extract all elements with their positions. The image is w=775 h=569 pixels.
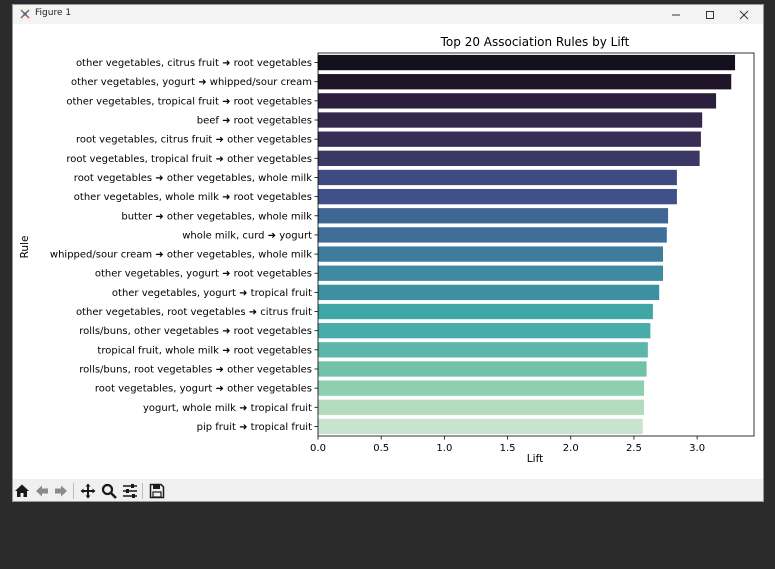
bar <box>318 303 653 320</box>
x-tick-label: 3.0 <box>689 443 705 454</box>
forward-button[interactable] <box>52 482 70 500</box>
bar <box>318 246 664 262</box>
x-ticks: 0.0 0.5 1.0 1.5 2.0 2.5 3.0 <box>310 436 705 454</box>
matplotlib-app-icon <box>20 9 30 19</box>
y-tick-label: other vegetables, root vegetables ➜ citr… <box>76 307 312 318</box>
maximize-button[interactable] <box>693 5 727 24</box>
maximize-icon <box>706 10 714 19</box>
bar <box>318 418 643 435</box>
back-arrow-icon <box>36 485 48 497</box>
y-tick-labels: other vegetables, citrus fruit ➜ root ve… <box>50 58 318 433</box>
minimize-button[interactable] <box>659 5 693 24</box>
y-tick-label: other vegetables, yogurt ➜ tropical frui… <box>112 288 312 299</box>
window-title: Figure 1 <box>35 8 72 18</box>
title-bar[interactable]: Figure 1 <box>13 5 763 24</box>
home-button[interactable] <box>13 482 31 500</box>
y-tick-label: tropical fruit, whole milk ➜ root vegeta… <box>97 345 312 356</box>
y-tick-label: other vegetables, citrus fruit ➜ root ve… <box>76 58 312 69</box>
y-tick-label: other vegetables, yogurt ➜ root vegetabl… <box>95 269 312 280</box>
bar <box>318 323 651 339</box>
bar-chart: Top 20 Association Rules by Lift other v… <box>19 35 755 465</box>
save-icon <box>149 483 165 499</box>
x-axis-label: Lift <box>527 453 543 465</box>
bar <box>318 150 700 166</box>
x-tick-label: 2.0 <box>563 443 579 454</box>
x-tick-label: 1.5 <box>500 443 516 454</box>
bar <box>318 380 645 396</box>
bar <box>318 112 703 128</box>
bar <box>318 169 677 186</box>
toolbar-separator <box>142 483 143 499</box>
close-icon <box>739 10 749 19</box>
close-button[interactable] <box>727 5 761 24</box>
x-tick-label: 0.0 <box>310 443 326 454</box>
forward-arrow-icon <box>55 485 67 497</box>
x-tick-label: 0.5 <box>373 443 389 454</box>
y-tick-label: root vegetables, yogurt ➜ other vegetabl… <box>95 384 312 395</box>
bar <box>318 399 645 415</box>
zoom-icon <box>101 483 117 499</box>
navigation-toolbar <box>13 479 763 501</box>
configure-subplots-button[interactable] <box>121 482 139 500</box>
x-tick-label: 2.5 <box>626 443 642 454</box>
plot-canvas[interactable]: Top 20 Association Rules by Lift other v… <box>13 24 763 479</box>
y-tick-label: other vegetables, yogurt ➜ whipped/sour … <box>71 77 312 88</box>
back-button[interactable] <box>33 482 51 500</box>
bar <box>318 342 648 358</box>
y-tick-label: root vegetables, tropical fruit ➜ other … <box>66 154 312 165</box>
zoom-button[interactable] <box>100 482 118 500</box>
bar <box>318 93 717 109</box>
bar <box>318 54 736 71</box>
y-tick-label: butter ➜ other vegetables, whole milk <box>121 211 312 222</box>
y-tick-label: other vegetables, whole milk ➜ root vege… <box>74 192 312 203</box>
home-icon <box>15 484 29 497</box>
bar <box>318 227 667 243</box>
bar <box>318 131 701 147</box>
pan-icon <box>80 483 96 499</box>
bar <box>318 284 660 301</box>
bar <box>318 188 677 205</box>
chart-title: Top 20 Association Rules by Lift <box>440 35 630 49</box>
y-tick-label: root vegetables, citrus fruit ➜ other ve… <box>76 135 312 146</box>
bars-group <box>318 54 736 435</box>
y-axis-label: Rule <box>19 236 31 259</box>
y-tick-label: rolls/buns, root vegetables ➜ other vege… <box>79 364 312 375</box>
minimize-icon <box>672 14 680 15</box>
pan-button[interactable] <box>79 482 97 500</box>
bar <box>318 361 647 377</box>
y-tick-label: beef ➜ root vegetables <box>197 116 312 127</box>
configure-subplots-icon <box>123 484 137 498</box>
save-button[interactable] <box>148 482 166 500</box>
y-tick-label: yogurt, whole milk ➜ tropical fruit <box>143 403 312 414</box>
axes-frame <box>317 52 755 437</box>
x-tick-label: 1.0 <box>436 443 452 454</box>
figure-window: Figure 1 Top 20 Association Rules by Lif… <box>12 4 764 502</box>
y-tick-label: rolls/buns, other vegetables ➜ root vege… <box>79 326 312 337</box>
bar <box>318 265 664 281</box>
y-tick-label: whole milk, curd ➜ yogurt <box>182 230 312 241</box>
y-tick-label: whipped/sour cream ➜ other vegetables, w… <box>50 250 312 261</box>
bar <box>318 208 669 224</box>
toolbar-separator <box>73 483 74 499</box>
bar <box>318 74 732 90</box>
y-tick-label: root vegetables ➜ other vegetables, whol… <box>74 173 312 184</box>
y-tick-label: pip fruit ➜ tropical fruit <box>197 422 312 433</box>
y-tick-label: other vegetables, tropical fruit ➜ root … <box>66 96 312 107</box>
